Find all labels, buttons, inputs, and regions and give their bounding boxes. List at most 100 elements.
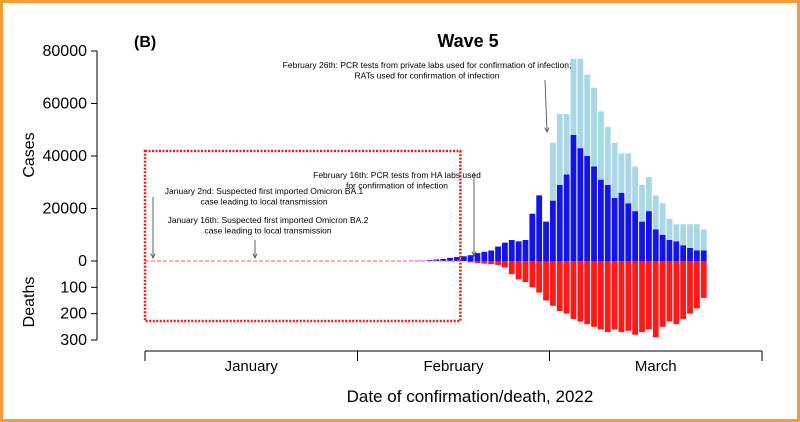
annotation-text: case leading to local transmission (200, 197, 327, 207)
deaths-bar (508, 261, 515, 275)
rat-cases-bar (563, 114, 570, 175)
pcr-cases-bar (639, 221, 645, 261)
deaths-bar (495, 261, 501, 265)
deaths-bar (556, 261, 563, 312)
rat-cases-bar (700, 229, 707, 251)
pcr-cases-bar (570, 135, 577, 261)
cases-y-tick-label: 60000 (43, 96, 88, 113)
annotation-arrowhead (252, 253, 258, 260)
deaths-bar (693, 261, 700, 309)
deaths-bar (502, 261, 508, 268)
pcr-cases-bar (543, 221, 549, 261)
deaths-bar (467, 261, 474, 263)
pcr-cases-bar (584, 156, 591, 261)
cases-y-tick-label: 20000 (43, 201, 88, 218)
deaths-bar (687, 261, 693, 314)
x-axis-month-label: March (635, 358, 677, 375)
deaths-bar (618, 261, 625, 333)
deaths-y-tick-label: 100 (60, 279, 87, 296)
pcr-cases-bar (563, 174, 570, 261)
rat-cases-bar (597, 111, 604, 180)
pcr-cases-bar (611, 198, 618, 261)
deaths-bar (549, 261, 556, 306)
annotation-arrowhead (471, 251, 477, 258)
rat-cases-bar (639, 184, 645, 222)
pcr-cases-bar (481, 251, 488, 261)
deaths-bar (673, 261, 680, 325)
pcr-cases-bar (625, 203, 632, 261)
rat-cases-bar (584, 74, 591, 156)
annotation-text: for confirmation of infection (346, 181, 448, 191)
pcr-cases-bar (591, 166, 597, 261)
pcr-cases-bar (549, 200, 556, 261)
rat-cases-bar (632, 166, 639, 212)
pcr-cases-bar (495, 246, 501, 261)
pcr-cases-bar (467, 255, 474, 261)
deaths-bar (700, 261, 707, 298)
highlight-box (143, 149, 462, 323)
pcr-cases-bar (687, 247, 693, 261)
pcr-cases-bar (680, 245, 687, 261)
annotation-arrowhead (544, 127, 550, 134)
annotation-text: January 16th: Suspected first imported O… (168, 215, 369, 225)
rat-cases-bar (556, 114, 563, 185)
pcr-cases-bar (597, 179, 604, 261)
pcr-cases-bar (454, 257, 460, 261)
x-axis-month-label: February (423, 358, 484, 375)
rat-cases-bar (659, 203, 666, 235)
deaths-bar (515, 261, 522, 280)
pcr-cases-bar (502, 242, 508, 261)
cases-y-tick-label: 40000 (43, 148, 88, 165)
deaths-bar (639, 261, 645, 333)
pcr-cases-bar (618, 192, 625, 261)
deaths-bar (536, 261, 543, 293)
deaths-bar (666, 261, 673, 322)
panel-label: (B) (134, 34, 156, 51)
deaths-bar (522, 261, 529, 283)
annotation-text: February 26th: PCR tests from private la… (283, 60, 572, 70)
deaths-bar (543, 261, 549, 301)
deaths-bar (563, 261, 570, 314)
annotation-text: RATs used for confirmation of infection (355, 71, 500, 81)
rat-cases-bar (693, 224, 700, 251)
pcr-cases-bar (447, 257, 453, 261)
pcr-cases-bar (515, 241, 522, 261)
pcr-cases-bar (460, 256, 467, 261)
deaths-bar (591, 261, 597, 327)
pcr-cases-bar (604, 184, 611, 261)
rat-cases-bar (570, 58, 577, 135)
deaths-bar (474, 261, 481, 264)
rat-cases-bar (611, 142, 618, 198)
rat-cases-bar (549, 142, 556, 201)
pcr-cases-bar (700, 250, 707, 261)
annotation-text: January 2nd: Suspected first imported Om… (165, 186, 364, 196)
pcr-cases-bar (508, 240, 515, 261)
annotation-text: case leading to local transmission (204, 226, 331, 236)
rat-cases-bar (625, 153, 632, 204)
pcr-cases-bar (659, 234, 666, 261)
rat-cases-bar (687, 224, 693, 248)
deaths-bar (597, 261, 604, 330)
deaths-bar (488, 261, 495, 265)
deaths-y-tick-label: 200 (60, 306, 87, 323)
deaths-bar (625, 261, 632, 331)
deaths-bar (632, 261, 639, 335)
pcr-cases-bar (666, 240, 673, 261)
rat-cases-bar (577, 58, 584, 149)
chart-title: Wave 5 (437, 31, 498, 51)
deaths-axis-label: Deaths (21, 277, 38, 328)
deaths-bar (604, 261, 611, 333)
pcr-cases-bar (556, 184, 563, 261)
deaths-bar (529, 261, 536, 288)
x-axis-label: Date of confirmation/death, 2022 (347, 387, 594, 406)
pcr-cases-bar (529, 213, 536, 261)
pcr-cases-bar (632, 211, 639, 261)
deaths-y-tick-label: 300 (60, 332, 87, 349)
deaths-bar (659, 261, 666, 327)
cases-axis-label: Cases (21, 132, 38, 177)
cases-y-tick-label: 0 (78, 253, 87, 270)
pcr-cases-bar (433, 259, 440, 261)
pcr-cases-bar (577, 148, 584, 261)
